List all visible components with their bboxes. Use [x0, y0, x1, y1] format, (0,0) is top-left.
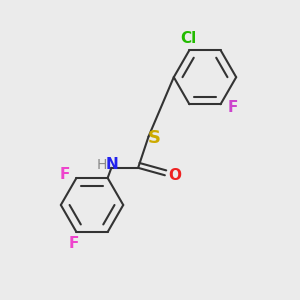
- Text: F: F: [68, 236, 79, 251]
- Text: H: H: [97, 158, 107, 172]
- Text: Cl: Cl: [180, 31, 196, 46]
- Text: N: N: [106, 158, 118, 172]
- Text: F: F: [227, 100, 238, 115]
- Text: F: F: [59, 167, 70, 182]
- Text: O: O: [168, 168, 181, 183]
- Text: S: S: [148, 129, 161, 147]
